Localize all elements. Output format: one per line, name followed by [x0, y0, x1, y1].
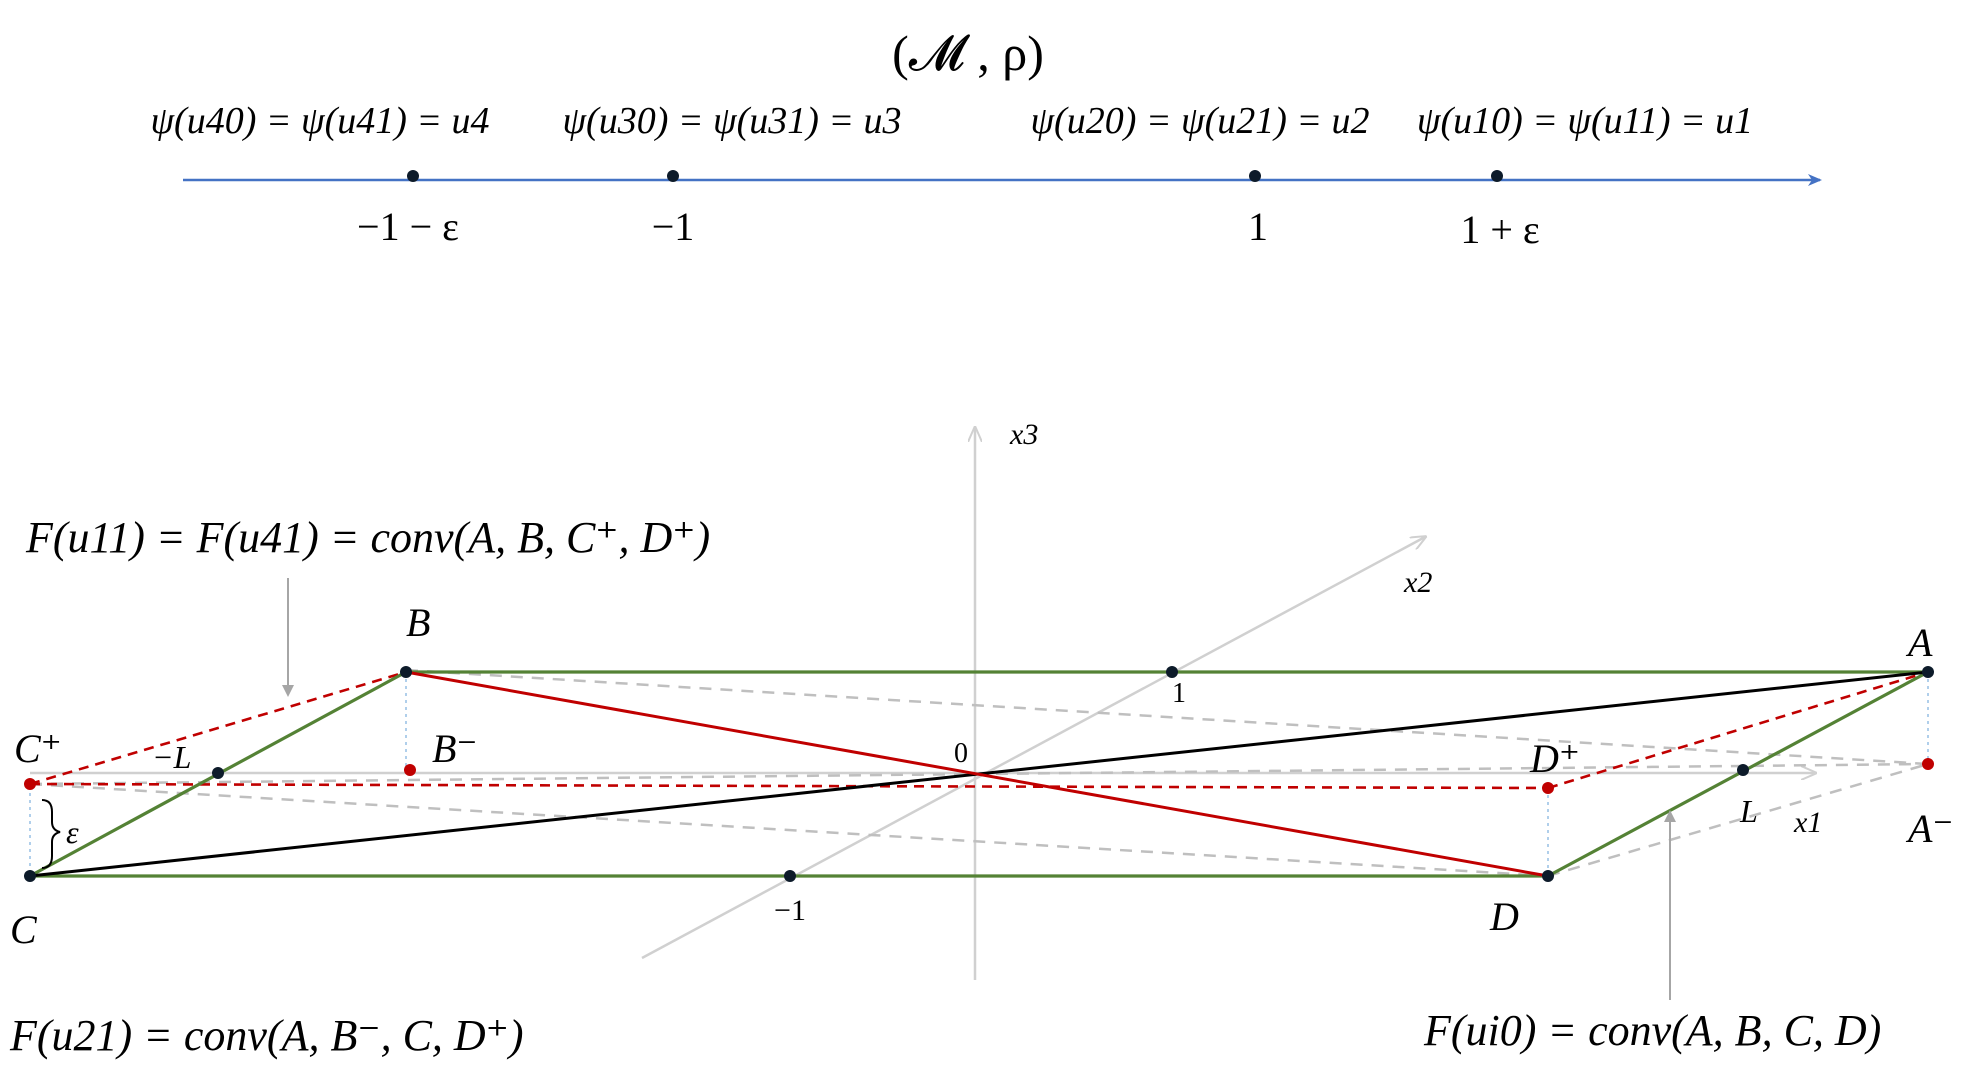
- label-a-minus: A⁻: [1905, 806, 1954, 851]
- vertex-a: [1922, 666, 1934, 678]
- label-d: D: [1489, 894, 1519, 939]
- epsilon-brace: [41, 799, 61, 869]
- number-line-section: (𝓜 , ρ) ψ(u40) = ψ(u41) = u4 ψ(u30) = ψ(…: [150, 25, 1822, 252]
- number-line-point-neg-one: [667, 170, 679, 182]
- number-line-point-one-plus-eps: [1491, 170, 1503, 182]
- psi-label-u2: ψ(u20) = ψ(u21) = u2: [1030, 100, 1369, 142]
- formula-f-u21: F(u21) = conv(A, B⁻, C, D⁺): [9, 1011, 524, 1060]
- label-c-plus: C⁺: [14, 726, 62, 771]
- psi-label-u1: ψ(u10) = ψ(u11) = u1: [1417, 100, 1753, 142]
- red-dashed-dplus-a: [1547, 670, 1929, 790]
- formula-f-ui0: F(ui0) = conv(A, B, C, D): [1423, 1006, 1881, 1055]
- tick-neg-l: −L: [152, 739, 191, 775]
- point-pos-l: [1737, 764, 1749, 776]
- tick-pos-l: L: [1739, 793, 1758, 829]
- vertex-a-minus: [1922, 758, 1934, 770]
- point-neg-l: [212, 767, 224, 779]
- point-neg-one: [784, 870, 796, 882]
- x2-axis: [641, 537, 1425, 960]
- tick-neg-one: −1: [652, 204, 695, 249]
- dashed-cplus-to-d: [29, 782, 1549, 878]
- label-b-minus: B⁻: [432, 726, 478, 771]
- dashed-b-to-aminus: [405, 668, 1929, 766]
- number-line-point-one: [1249, 170, 1261, 182]
- epsilon-label: ε: [66, 814, 79, 850]
- axis-label-x2: x2: [1403, 566, 1432, 599]
- polytope-diagram: ε x3 x2 x1 0 −L L 1 −1 A B C D A⁻ B⁻ C⁺ …: [9, 418, 1954, 1060]
- red-diagonal-bd: [405, 670, 1549, 878]
- label-b: B: [406, 600, 430, 645]
- red-dashed-cplus-b: [29, 670, 407, 786]
- label-a: A: [1905, 620, 1933, 665]
- vertex-b-minus: [404, 764, 416, 776]
- tick-one-plus-eps: 1 + ε: [1460, 207, 1539, 252]
- axis-label-x1: x1: [1793, 806, 1822, 839]
- point-pos-one: [1166, 666, 1178, 678]
- formula-f-u11-u41: F(u11) = F(u41) = conv(A, B, C⁺, D⁺): [25, 513, 710, 562]
- tick-pos-one: 1: [1172, 678, 1186, 709]
- vertex-c-plus: [24, 778, 36, 790]
- dashed-d-to-aminus: [1547, 762, 1929, 878]
- psi-label-u3: ψ(u30) = ψ(u31) = u3: [562, 100, 901, 142]
- vertex-c: [24, 870, 36, 882]
- red-dashed-cplus-dplus: [29, 782, 1549, 790]
- label-d-plus: D⁺: [1529, 736, 1580, 781]
- tick-neg-one: −1: [774, 894, 806, 927]
- label-c: C: [10, 907, 38, 952]
- space-title: (𝓜 , ρ): [892, 25, 1044, 81]
- vertex-b: [400, 666, 412, 678]
- tick-origin: 0: [954, 738, 968, 769]
- green-edge-da: [1547, 670, 1929, 878]
- vertex-d-plus: [1542, 782, 1554, 794]
- axis-label-x3: x3: [1009, 418, 1038, 451]
- number-line-point-neg-one-minus-eps: [407, 170, 419, 182]
- tick-neg-one-minus-eps: −1 − ε: [357, 204, 459, 249]
- tick-one: 1: [1248, 204, 1268, 249]
- vertex-d: [1542, 870, 1554, 882]
- psi-label-u4: ψ(u40) = ψ(u41) = u4: [150, 100, 489, 142]
